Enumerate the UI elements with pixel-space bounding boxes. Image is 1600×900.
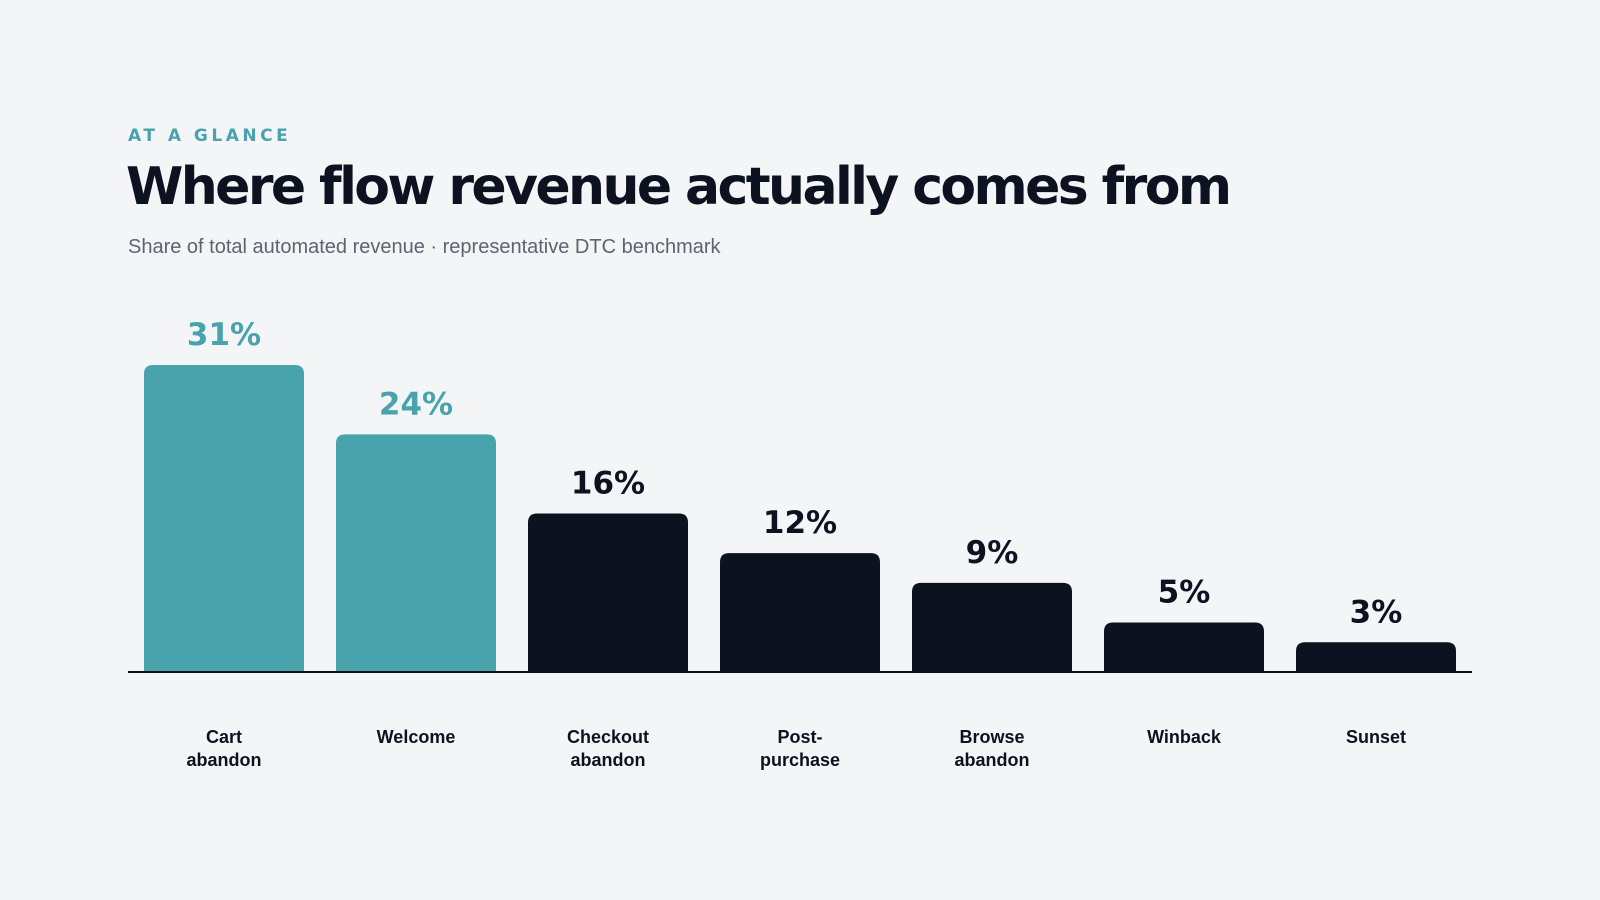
category-label: Post-purchase [760,727,840,770]
bar-5 [912,582,1072,672]
bar-value-label: 12% [763,505,837,541]
category-label: Sunset [1346,727,1406,747]
bar-value-label: 9% [966,535,1019,571]
eyebrow-label: AT A GLANCE [128,126,292,146]
category-label: Browse abandon [955,727,1030,770]
category-label: Welcome [377,727,456,747]
bar-value-label: 5% [1158,574,1211,610]
bar-1 [144,365,304,672]
category-label: Cart abandon [187,727,262,770]
bar-7 [1296,642,1456,672]
bar-value-label: 31% [187,317,261,353]
category-label: Checkout abandon [567,727,649,770]
bar-4 [720,553,880,672]
bar-value-label: 24% [379,386,453,422]
bar-3 [528,513,688,672]
bar-value-label: 16% [571,466,645,502]
bar-2 [336,434,496,672]
chart-subtitle: Share of total automated revenue · repre… [128,236,721,258]
bar-value-label: 3% [1350,594,1403,630]
chart-title: Where flow revenue actually comes from [126,157,1232,217]
category-label: Winback [1147,727,1222,747]
bar-6 [1104,622,1264,672]
